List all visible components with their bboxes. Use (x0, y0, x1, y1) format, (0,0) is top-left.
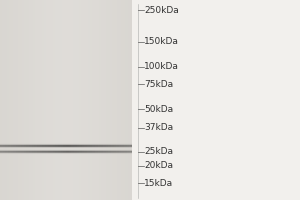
Text: 75kDa: 75kDa (144, 80, 173, 89)
Bar (33, 0, 35, 200)
Bar (68, 0, 70, 200)
Bar (92, 0, 95, 200)
Bar (2, 0, 4, 200)
Bar (128, 0, 130, 200)
Bar (125, 0, 128, 200)
Bar (24, 0, 26, 200)
Text: 100kDa: 100kDa (144, 62, 179, 71)
Text: 25kDa: 25kDa (144, 147, 173, 156)
Bar (44, 0, 46, 200)
Bar (11, 0, 13, 200)
Bar (7, 0, 9, 200)
Bar (79, 0, 81, 200)
Bar (130, 0, 132, 200)
Bar (117, 0, 119, 200)
Bar (84, 0, 86, 200)
Bar (112, 0, 114, 200)
Text: 250kDa: 250kDa (144, 6, 179, 15)
Bar (18, 0, 20, 200)
Text: 50kDa: 50kDa (144, 105, 173, 114)
Bar (55, 0, 57, 200)
Bar (106, 0, 108, 200)
Bar (0, 0, 132, 200)
Bar (88, 0, 90, 200)
Bar (9, 0, 11, 200)
Bar (101, 0, 104, 200)
Text: 150kDa: 150kDa (144, 37, 179, 46)
Text: 20kDa: 20kDa (144, 161, 173, 170)
Bar (35, 0, 38, 200)
Bar (42, 0, 44, 200)
Bar (15, 0, 18, 200)
Bar (26, 0, 28, 200)
Bar (108, 0, 110, 200)
Bar (75, 0, 77, 200)
Bar (48, 0, 51, 200)
Bar (99, 0, 101, 200)
Bar (97, 0, 99, 200)
Text: 15kDa: 15kDa (144, 179, 173, 188)
Bar (119, 0, 121, 200)
Bar (53, 0, 55, 200)
Bar (31, 0, 33, 200)
Bar (81, 0, 84, 200)
Bar (13, 0, 15, 200)
Bar (110, 0, 112, 200)
Bar (28, 0, 31, 200)
Bar (46, 0, 48, 200)
Bar (114, 0, 117, 200)
Bar (94, 0, 97, 200)
Text: 37kDa: 37kDa (144, 123, 173, 132)
Bar (40, 0, 42, 200)
Bar (51, 0, 53, 200)
Bar (73, 0, 75, 200)
Bar (77, 0, 79, 200)
Bar (22, 0, 24, 200)
Bar (20, 0, 22, 200)
Bar (70, 0, 73, 200)
Bar (64, 0, 66, 200)
Bar (86, 0, 88, 200)
Bar (57, 0, 59, 200)
Bar (103, 0, 106, 200)
Bar (59, 0, 62, 200)
Bar (38, 0, 40, 200)
Bar (61, 0, 64, 200)
Bar (66, 0, 68, 200)
Bar (123, 0, 125, 200)
Bar (4, 0, 7, 200)
Bar (0, 0, 2, 200)
Bar (121, 0, 123, 200)
Bar (90, 0, 92, 200)
